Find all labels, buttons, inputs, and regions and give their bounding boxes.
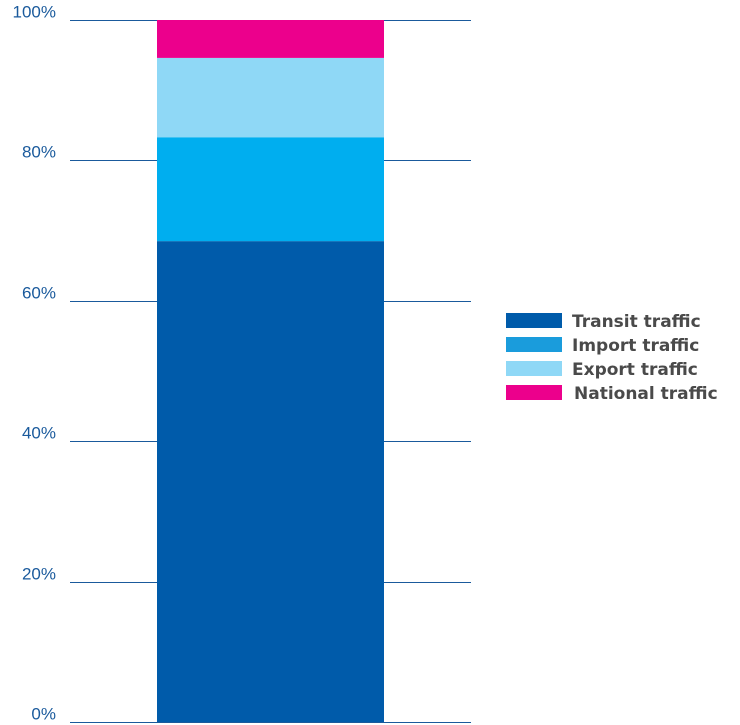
y-tick-label: 40% (22, 424, 56, 443)
legend-swatch (506, 313, 562, 328)
y-axis-tick-labels: 0% 20% 40% 60% 80% 100% (13, 3, 56, 724)
legend-label: Export traffic (572, 360, 698, 380)
bar-segment (157, 137, 384, 242)
bar-segment (157, 241, 384, 722)
bar-segments (157, 20, 384, 722)
bar-segment (157, 57, 384, 138)
y-tick-label: 0% (31, 705, 56, 724)
legend-label: National traffic (574, 384, 718, 404)
legend-label: Transit traffic (572, 312, 701, 332)
y-tick-label: 100% (13, 3, 56, 22)
y-tick-label: 80% (22, 143, 56, 162)
legend-label: Import traffic (572, 336, 699, 356)
bar-segment (157, 20, 384, 58)
legend-swatch (506, 361, 562, 376)
legend-swatch (506, 337, 562, 352)
legend-swatch (506, 385, 562, 400)
y-tick-label: 60% (22, 284, 56, 303)
y-tick-label: 20% (22, 565, 56, 584)
legend: Transit traffic Import traffic Export traf… (506, 312, 718, 404)
